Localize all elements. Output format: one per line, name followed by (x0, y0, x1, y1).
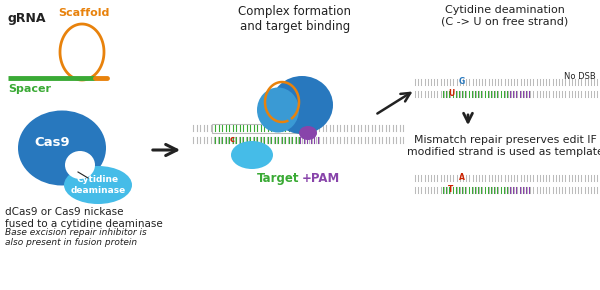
Ellipse shape (231, 141, 273, 169)
Text: dCas9 or Cas9 nickase
fused to a cytidine deaminase: dCas9 or Cas9 nickase fused to a cytidin… (5, 207, 163, 229)
Text: Base excision repair inhibitor is
also present in fusion protein: Base excision repair inhibitor is also p… (5, 228, 147, 247)
Ellipse shape (65, 151, 95, 179)
Text: Complex formation
and target binding: Complex formation and target binding (239, 5, 352, 33)
Text: Spacer: Spacer (8, 84, 51, 94)
Text: U: U (448, 90, 454, 99)
Ellipse shape (18, 110, 106, 186)
Text: Cas9: Cas9 (34, 137, 70, 150)
Text: No DSB: No DSB (564, 72, 596, 81)
Ellipse shape (64, 166, 132, 204)
Text: gRNA: gRNA (8, 12, 47, 25)
Text: Target: Target (257, 172, 299, 185)
FancyBboxPatch shape (212, 124, 303, 133)
Text: T: T (448, 186, 454, 195)
Text: c: c (229, 135, 235, 144)
Ellipse shape (271, 76, 333, 134)
Text: Cytidine
deaminase: Cytidine deaminase (70, 175, 125, 195)
Text: Cytidine deamination
(C -> U on free strand): Cytidine deamination (C -> U on free str… (442, 5, 569, 27)
Text: A: A (459, 173, 465, 182)
Ellipse shape (257, 88, 299, 133)
Text: Mismatch repair preserves edit IF
modified strand is used as template: Mismatch repair preserves edit IF modifi… (407, 135, 600, 157)
Text: Scaffold: Scaffold (58, 8, 109, 18)
Text: G: G (459, 77, 465, 86)
Text: +PAM: +PAM (302, 172, 340, 185)
Ellipse shape (299, 126, 317, 140)
